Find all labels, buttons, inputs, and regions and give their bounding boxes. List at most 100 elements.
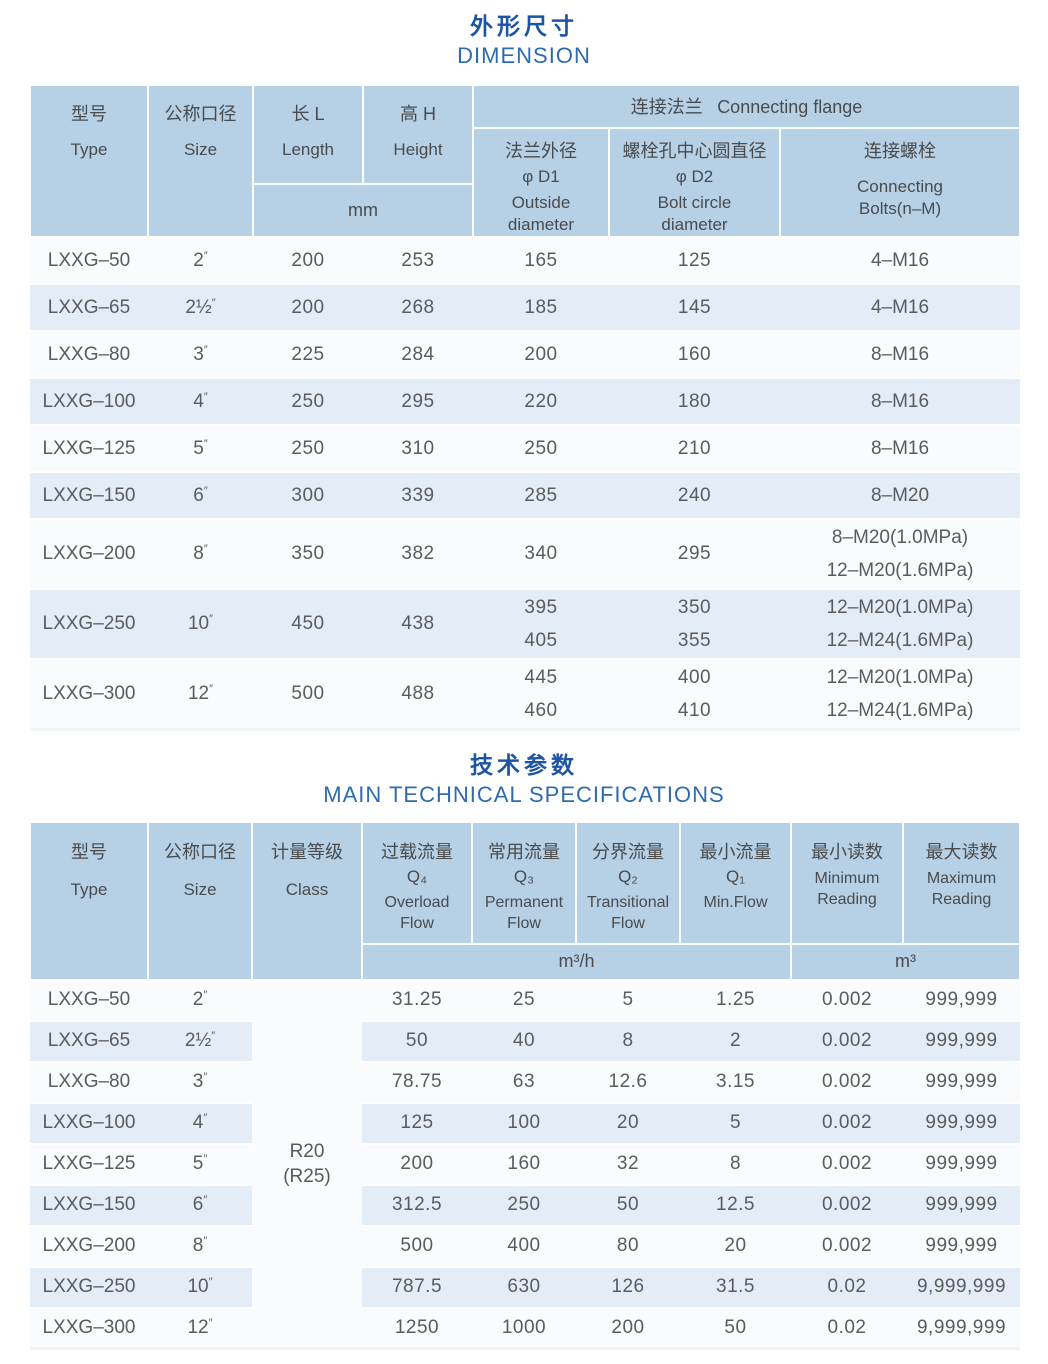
model-cell: LXXG–125 xyxy=(30,1142,148,1185)
q4-cell: 200 xyxy=(362,1142,472,1185)
class-cell: R20 (R25) xyxy=(252,978,362,1349)
model-cell: LXXG–150 xyxy=(30,471,148,519)
q4-cell: 125 xyxy=(362,1101,472,1144)
length-cell: 350 xyxy=(253,518,363,589)
model-cell: LXXG–50 xyxy=(30,978,148,1021)
size-cell: 8″ xyxy=(148,1224,252,1267)
table-row: LXXG–50 2″ 200 253 165 125 4–M16 xyxy=(30,236,1021,284)
size-cell: 3″ xyxy=(148,1060,252,1103)
table-row: LXXG–125 5″ 250 310 250 210 8–M16 xyxy=(30,424,1021,472)
table-row: LXXG–250 10″ 450 438 395 405 350 355 12–… xyxy=(30,588,1021,659)
table-row: LXXG–125 5″ 200 160 32 8 0.002 999,999 xyxy=(30,1142,1020,1185)
table-row: LXXG–80 3″ 78.75 63 12.6 3.15 0.002 999,… xyxy=(30,1060,1020,1103)
d2-cell: 180 xyxy=(609,377,780,425)
min-reading-cell: 0.002 xyxy=(791,1224,903,1267)
model-cell: LXXG–65 xyxy=(30,283,148,331)
header-transitional-flow: 分界流量 Q₂ Transitional Flow xyxy=(575,820,681,945)
d1-cell: 395 405 xyxy=(473,588,609,659)
bolts-cell: 4–M16 xyxy=(780,236,1021,284)
q4-cell: 50 xyxy=(362,1019,472,1062)
spec-title-english: MAIN TECHNICAL SPECIFICATIONS xyxy=(323,781,725,807)
header-type: 型号 Type xyxy=(29,820,149,981)
d2-cell: 240 xyxy=(609,471,780,519)
table-row: LXXG–80 3″ 225 284 200 160 8–M16 xyxy=(30,330,1021,378)
d1-cell: 220 xyxy=(473,377,609,425)
header-maximum-reading: 最大读数 Maximum Reading xyxy=(902,820,1021,945)
model-cell: LXXG–100 xyxy=(30,377,148,425)
d2-cell: 160 xyxy=(609,330,780,378)
header-mm-unit: mm xyxy=(252,182,474,239)
height-cell: 295 xyxy=(363,377,473,425)
table-row: LXXG–300 12″ 1250 1000 200 50 0.02 9,999… xyxy=(30,1306,1020,1349)
header-overload-flow: 过载流量 Q₄ Overload Flow xyxy=(361,820,473,945)
height-cell: 268 xyxy=(363,283,473,331)
spec-table: 型号 Type 公称口径 Size 计量等级 Class 过载流量 Q₄ Ove… xyxy=(29,820,1021,1350)
header-reading-unit: m³ xyxy=(790,942,1021,981)
size-cell: 6″ xyxy=(148,1183,252,1226)
max-reading-cell: 999,999 xyxy=(903,1019,1020,1062)
model-cell: LXXG–80 xyxy=(30,1060,148,1103)
min-reading-cell: 0.002 xyxy=(791,1060,903,1103)
dimension-table: 型号 Type 公称口径 Size 长 L Length 高 H Height … xyxy=(29,84,1022,731)
q3-cell: 40 xyxy=(472,1019,576,1062)
length-cell: 300 xyxy=(253,471,363,519)
model-cell: LXXG–200 xyxy=(30,1224,148,1267)
size-cell: 6″ xyxy=(148,471,253,519)
d1-cell: 445 460 xyxy=(473,658,609,729)
header-size: 公称口径 Size xyxy=(147,820,253,981)
dimension-title-english: DIMENSION xyxy=(457,43,591,68)
size-cell: 10″ xyxy=(148,1265,252,1308)
length-cell: 200 xyxy=(253,236,363,284)
model-cell: LXXG–100 xyxy=(30,1101,148,1144)
d2-cell: 295 xyxy=(609,518,780,589)
length-cell: 250 xyxy=(253,377,363,425)
q1-cell: 50 xyxy=(680,1306,791,1349)
model-cell: LXXG–200 xyxy=(30,518,148,589)
bolts-cell: 8–M16 xyxy=(780,377,1021,425)
q1-cell: 1.25 xyxy=(680,978,791,1021)
q1-cell: 5 xyxy=(680,1101,791,1144)
size-cell: 12″ xyxy=(148,658,253,729)
q2-cell: 20 xyxy=(576,1101,680,1144)
bolts-cell: 8–M20(1.0MPa) 12–M20(1.6MPa) xyxy=(780,518,1021,589)
d2-cell: 125 xyxy=(609,236,780,284)
size-cell: 10″ xyxy=(148,588,253,659)
q1-cell: 31.5 xyxy=(680,1265,791,1308)
max-reading-cell: 9,999,999 xyxy=(903,1265,1020,1308)
height-cell: 382 xyxy=(363,518,473,589)
height-cell: 339 xyxy=(363,471,473,519)
header-minimum-reading: 最小读数 Minimum Reading xyxy=(790,820,904,945)
q3-cell: 100 xyxy=(472,1101,576,1144)
q4-cell: 1250 xyxy=(362,1306,472,1349)
model-cell: LXXG–300 xyxy=(30,658,148,729)
spec-section-title: 技术参数 MAIN TECHNICAL SPECIFICATIONS xyxy=(0,749,1048,809)
model-cell: LXXG–250 xyxy=(30,588,148,659)
model-cell: LXXG–50 xyxy=(30,236,148,284)
min-reading-cell: 0.02 xyxy=(791,1265,903,1308)
d2-cell: 210 xyxy=(609,424,780,472)
model-cell: LXXG–300 xyxy=(30,1306,148,1349)
dimension-section-title: 外形尺寸 DIMENSION xyxy=(0,10,1048,70)
d1-cell: 285 xyxy=(473,471,609,519)
table-row: LXXG–200 8″ 350 382 340 295 8–M20(1.0MPa… xyxy=(30,518,1021,589)
table-row: LXXG–65 2½″ 50 40 8 2 0.002 999,999 xyxy=(30,1019,1020,1062)
table-row: LXXG–300 12″ 500 488 445 460 400 410 12–… xyxy=(30,658,1021,729)
d2-cell: 400 410 xyxy=(609,658,780,729)
model-cell: LXXG–250 xyxy=(30,1265,148,1308)
q4-cell: 787.5 xyxy=(362,1265,472,1308)
size-cell: 12″ xyxy=(148,1306,252,1349)
q1-cell: 12.5 xyxy=(680,1183,791,1226)
size-cell: 8″ xyxy=(148,518,253,589)
q2-cell: 5 xyxy=(576,978,680,1021)
length-cell: 450 xyxy=(253,588,363,659)
max-reading-cell: 999,999 xyxy=(903,1183,1020,1226)
bolts-cell: 8–M20 xyxy=(780,471,1021,519)
q1-cell: 20 xyxy=(680,1224,791,1267)
d1-cell: 165 xyxy=(473,236,609,284)
header-size: 公称口径 Size xyxy=(147,84,254,238)
q2-cell: 12.6 xyxy=(576,1060,680,1103)
min-reading-cell: 0.002 xyxy=(791,978,903,1021)
header-outside-diameter: 法兰外径 φ D1 Outside diameter xyxy=(472,127,610,238)
d1-cell: 185 xyxy=(473,283,609,331)
height-cell: 488 xyxy=(363,658,473,729)
